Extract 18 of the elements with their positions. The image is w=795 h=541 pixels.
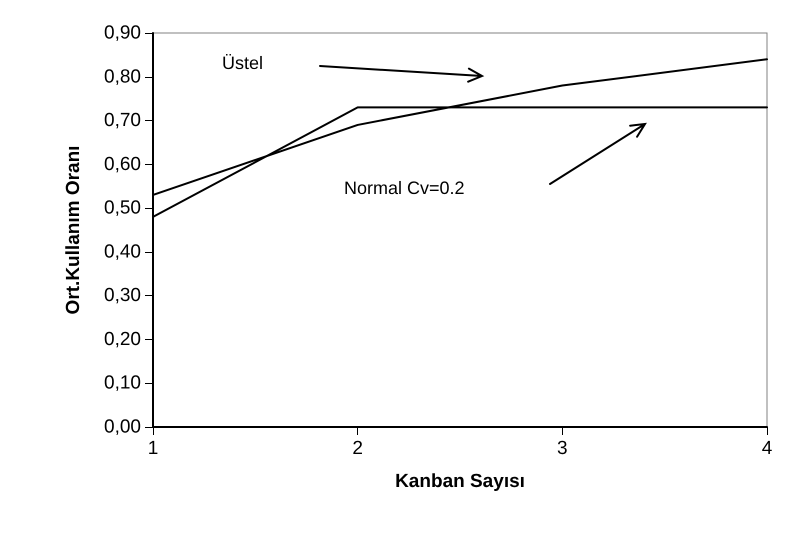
y-tick-label: 0,10 (104, 372, 141, 394)
y-tick-label: 0,20 (104, 328, 141, 350)
annotation: Üstel (222, 53, 264, 73)
y-tick-label: 0,70 (104, 110, 141, 132)
annotation: Normal Cv=0.2 (344, 178, 465, 198)
y-tick-label: 0,60 (104, 154, 141, 175)
y-tick-label: 0,30 (104, 285, 141, 306)
x-tick-label: 3 (557, 438, 568, 459)
x-tick-label: 1 (148, 438, 158, 459)
y-tick-label: 0,40 (104, 241, 141, 262)
y-tick-label: 0,80 (104, 66, 141, 88)
x-tick-label: 4 (762, 438, 773, 459)
x-axis-title: Kanban Sayısı (395, 471, 525, 492)
y-tick-label: 0,90 (104, 22, 141, 44)
y-axis-title: Ort.Kullanım Oranı (63, 146, 84, 314)
x-tick-label: 2 (352, 438, 363, 459)
y-tick-label: 0,50 (104, 198, 141, 219)
y-tick-label: 0,00 (104, 416, 141, 438)
